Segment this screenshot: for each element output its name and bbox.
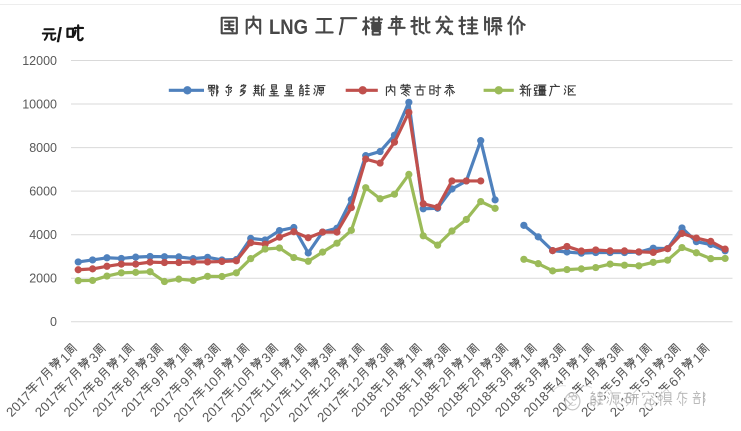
svg-text:10000: 10000 [22, 97, 57, 111]
svg-text:8000: 8000 [29, 141, 57, 155]
svg-text:LNG: LNG [269, 15, 308, 39]
svg-text:/: / [57, 25, 63, 47]
svg-text:12000: 12000 [22, 54, 57, 68]
svg-text:0: 0 [50, 315, 57, 329]
svg-text:6000: 6000 [29, 184, 57, 198]
svg-text:4000: 4000 [29, 228, 57, 242]
svg-text:2000: 2000 [29, 272, 57, 286]
